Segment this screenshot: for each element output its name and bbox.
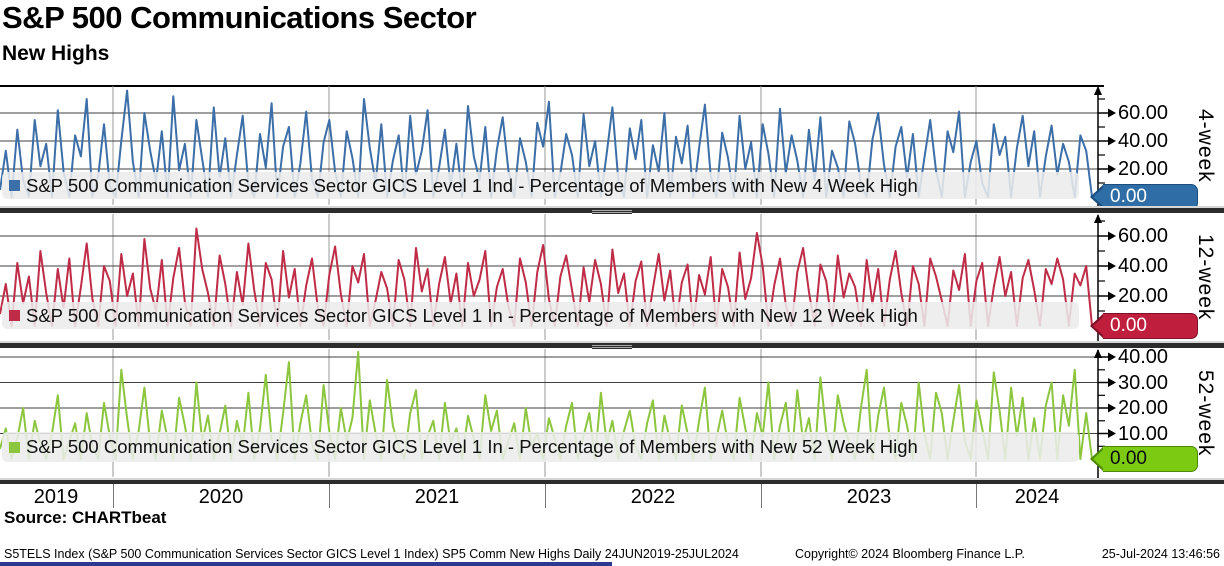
x-tick-year: 2021 [414, 486, 460, 508]
last-value-text: 0.00 [1103, 313, 1198, 339]
y-tick-label: 10.00 [1118, 423, 1169, 445]
page-subtitle: New Highs [2, 42, 110, 65]
legend-label: S&P 500 Communication Services Sector GI… [26, 174, 918, 196]
year-gridline-stub [761, 484, 762, 508]
x-tick-year: 2023 [846, 486, 892, 508]
year-gridline-stub [329, 484, 330, 508]
panel-axis-label: 4-week [1194, 108, 1217, 183]
year-gridline-stub [545, 484, 546, 508]
panel-divider [0, 341, 1224, 349]
y-tick-label: 20.00 [1118, 285, 1169, 307]
last-value-tag: 0.00 [1090, 446, 1198, 472]
footer-bar: S5TELS Index (S&P 500 Communication Serv… [0, 547, 1224, 562]
chart-panel-12-week[interactable]: S&P 500 Communication Services Sector GI… [0, 213, 1224, 341]
y-tick-label: 40.00 [1118, 255, 1169, 277]
chart-panel-4-week[interactable]: S&P 500 Communication Services Sector GI… [0, 85, 1224, 210]
panel-axis-label: 52-week [1194, 369, 1217, 457]
last-value-text: 0.00 [1103, 446, 1198, 472]
legend-swatch-icon [9, 310, 20, 321]
y-tick-label: 60.00 [1118, 102, 1169, 124]
panel-axis-label: 12-week [1194, 233, 1217, 321]
page-title: S&P 500 Communications Sector [2, 0, 477, 35]
tag-arrow-fill [1093, 316, 1104, 336]
window-edge-bar [0, 562, 612, 566]
legend-label: S&P 500 Communication Services Sector GI… [26, 304, 918, 326]
y-tick-label: 60.00 [1118, 225, 1169, 247]
series-line-4-week [0, 89, 1093, 198]
legend-item[interactable]: S&P 500 Communication Services Sector GI… [2, 302, 1079, 329]
tag-arrow-fill [1093, 187, 1104, 207]
footer-timestamp: 25-Jul-2024 13:46:56 [1101, 547, 1220, 561]
legend-item[interactable]: S&P 500 Communication Services Sector GI… [2, 172, 1079, 199]
year-gridline-stub [976, 484, 977, 508]
y-tick-label: 30.00 [1118, 372, 1169, 394]
y-tick-label: 20.00 [1118, 158, 1169, 180]
y-tick-label: 40.00 [1118, 346, 1169, 368]
legend-label: S&P 500 Communication Services Sector GI… [26, 436, 918, 457]
x-tick-year: 2019 [33, 486, 79, 508]
legend-swatch-icon [9, 180, 20, 191]
panel-divider [0, 206, 1224, 214]
x-axis-years: 2019 2020 2021 2022 2023 2024 [0, 484, 1224, 511]
panel-resize-grip[interactable] [592, 345, 632, 349]
tag-arrow-fill [1093, 449, 1104, 469]
legend-swatch-icon [9, 441, 20, 453]
footer-copyright: Copyright© 2024 Bloomberg Finance L.P. [795, 547, 1025, 561]
panel-resize-grip[interactable] [592, 210, 632, 214]
y-tick-label: 40.00 [1118, 130, 1169, 152]
x-tick-year: 2022 [630, 486, 676, 508]
legend-item[interactable]: S&P 500 Communication Services Sector GI… [2, 432, 1079, 462]
source-label: Source: CHARTbeat [4, 508, 167, 527]
panel-divider [0, 478, 1224, 484]
year-gridline-stub [113, 484, 114, 508]
footer-ticker-info: S5TELS Index (S&P 500 Communication Serv… [4, 547, 739, 561]
x-tick-year: 2024 [1014, 486, 1060, 508]
chart-panel-52-week[interactable]: S&P 500 Communication Services Sector GI… [0, 346, 1224, 478]
series-line-12-week [0, 227, 1093, 327]
y-tick-label: 20.00 [1118, 397, 1169, 419]
last-value-tag: 0.00 [1090, 313, 1198, 339]
panel-top-border [0, 85, 1104, 87]
x-tick-year: 2020 [198, 486, 244, 508]
